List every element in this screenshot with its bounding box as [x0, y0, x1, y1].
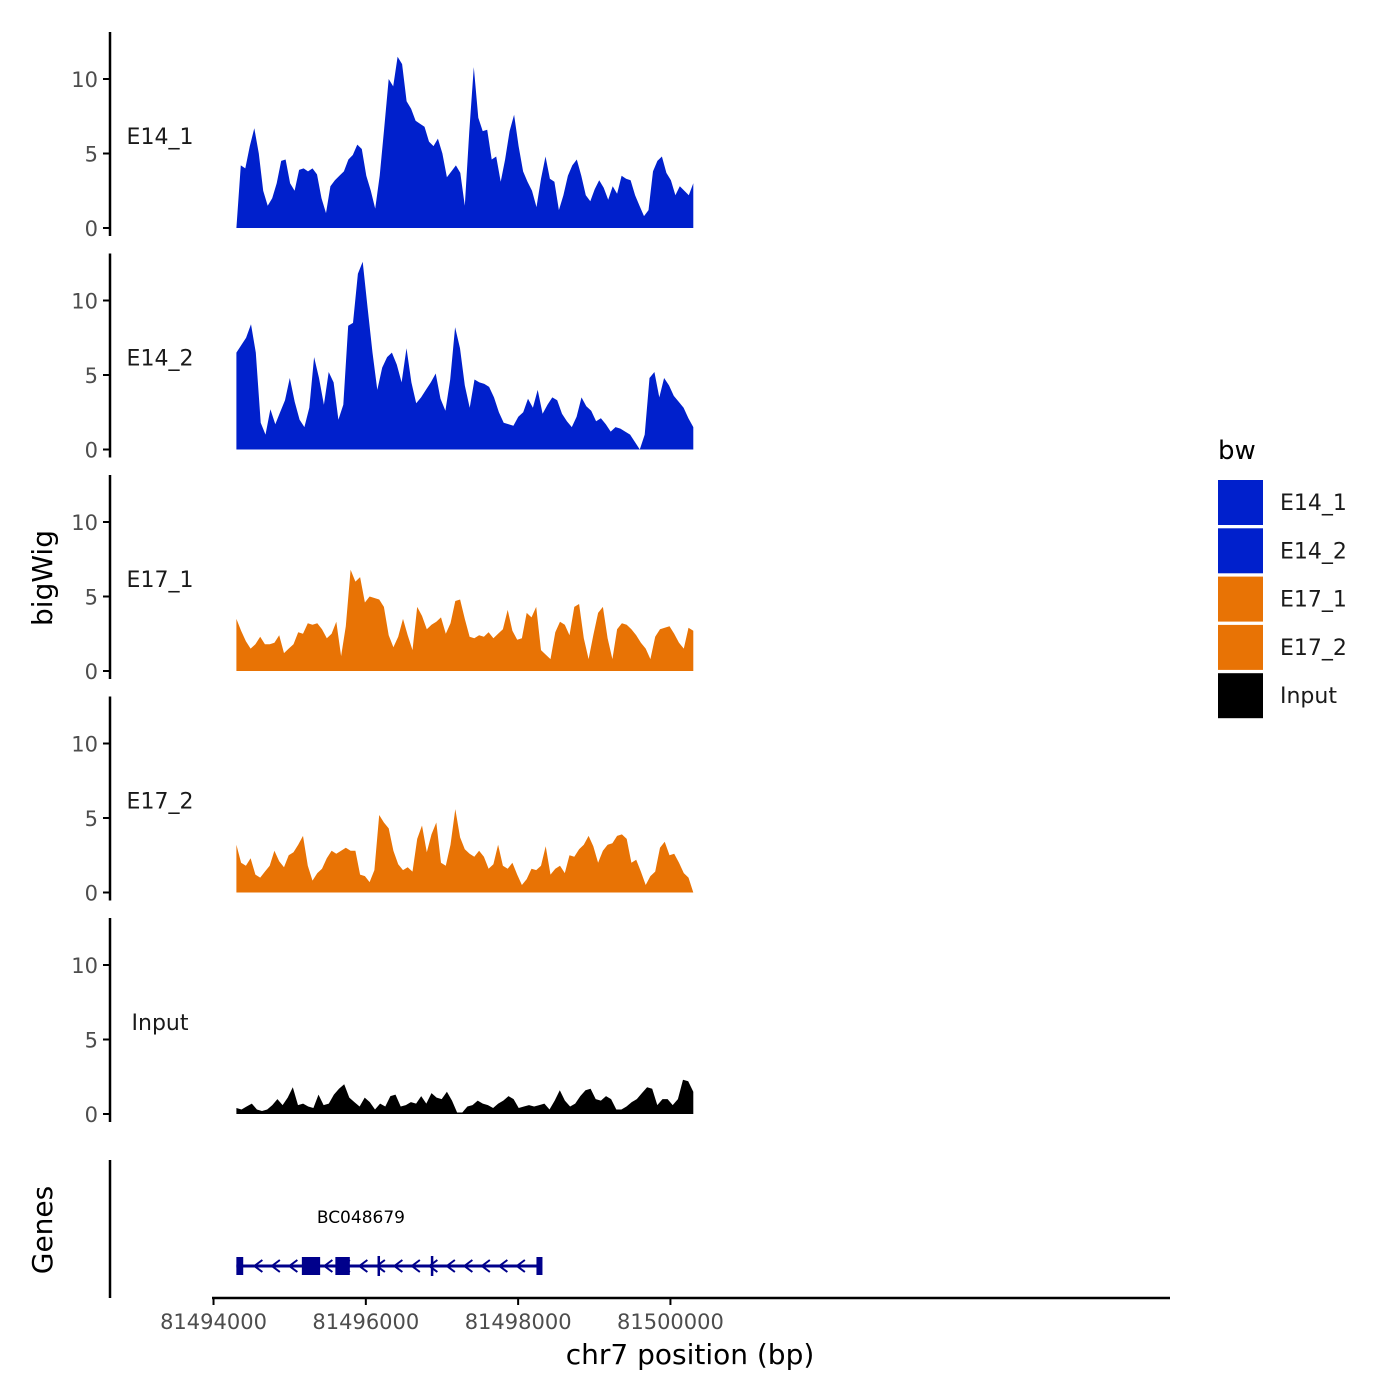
track-e17-2: 0 5 10 E17_2	[71, 696, 694, 906]
track-e14-1: 0 5 10 E14_1	[71, 32, 694, 241]
legend-swatch	[1218, 528, 1263, 574]
y-tick-label: 5	[85, 807, 98, 831]
strand-arrow	[287, 1259, 298, 1273]
exon	[301, 1257, 321, 1275]
legend-swatch	[1218, 624, 1263, 670]
legend-item: Input	[1218, 673, 1337, 719]
y-tick-label: 0	[85, 439, 98, 463]
x-axis: 81494000 81496000 81498000 81500000	[160, 1296, 1170, 1334]
strand-arrow	[515, 1259, 526, 1273]
legend-swatch	[1218, 576, 1263, 622]
y-tick-label: 0	[85, 660, 98, 684]
y-tick-label: 5	[85, 364, 98, 388]
exon	[335, 1257, 350, 1275]
legend: bw E14_1 E14_2 E17_1 E17_2 Input	[1218, 436, 1347, 719]
strand-arrow	[322, 1259, 333, 1273]
legend-label: Input	[1280, 684, 1337, 709]
strand-arrow	[392, 1259, 403, 1273]
legend-item: E14_1	[1218, 480, 1347, 525]
strand-arrow	[270, 1259, 281, 1273]
strand-arrow	[375, 1259, 386, 1273]
y-tick-label: 0	[85, 882, 98, 906]
legend-label: E14_2	[1280, 539, 1347, 564]
track-label: E17_1	[127, 568, 194, 593]
y-tick-label: 10	[71, 290, 98, 314]
track-label: E17_2	[127, 790, 194, 815]
y-tick-label: 10	[71, 954, 98, 978]
y-tick-label: 10	[71, 68, 98, 92]
track-e17-1: 0 5 10 E17_1	[71, 475, 694, 684]
coverage-area-e17-2	[236, 809, 694, 893]
legend-label: E17_2	[1280, 636, 1347, 661]
bigwig-tracks: 0 5 10 E14_1 0 5 10 E14_2 0 5 10 E17_1 0 5 10 E17_2 0 5 10…	[71, 32, 694, 1127]
gene: BC048679	[236, 1208, 543, 1276]
legend-item: E17_1	[1218, 576, 1347, 622]
strand-arrow	[252, 1259, 263, 1273]
strand-arrow	[480, 1259, 491, 1273]
track-input: 0 5 10 Input	[71, 918, 694, 1127]
track-label: Input	[132, 1011, 189, 1036]
genes-track: BC048679	[108, 1160, 543, 1298]
strand-arrow	[497, 1259, 508, 1273]
y-tick-label: 0	[85, 1103, 98, 1127]
x-tick-label: 81498000	[465, 1310, 572, 1334]
legend-label: E17_1	[1280, 588, 1347, 613]
x-tick-label: 81494000	[160, 1310, 267, 1334]
legend-item: E14_2	[1218, 528, 1347, 574]
coverage-area-e14-2	[236, 261, 694, 450]
gene-name-label: BC048679	[317, 1208, 405, 1228]
x-axis-title: chr7 position (bp)	[566, 1338, 815, 1371]
y-tick-label: 10	[71, 733, 98, 757]
legend-label: E14_1	[1280, 491, 1347, 516]
gene-end-mark	[536, 1257, 543, 1275]
strand-arrow	[445, 1259, 456, 1273]
strand-arrow	[462, 1259, 473, 1273]
track-e14-2: 0 5 10 E14_2	[71, 253, 694, 463]
y-tick-label: 10	[71, 511, 98, 535]
y-axis-title: bigWig	[26, 530, 59, 626]
legend-item: E17_2	[1218, 624, 1347, 670]
y-tick-label: 5	[85, 1029, 98, 1053]
legend-title: bw	[1218, 436, 1256, 466]
genes-track-title: Genes	[26, 1186, 59, 1274]
coverage-area-e14-1	[236, 56, 694, 229]
track-label: E14_1	[127, 125, 194, 150]
strand-arrow	[357, 1259, 368, 1273]
strand-arrow	[410, 1259, 421, 1273]
exon	[236, 1257, 244, 1275]
coverage-area-e17-1	[236, 569, 694, 671]
y-tick-label: 0	[85, 217, 98, 241]
y-tick-label: 5	[85, 143, 98, 167]
x-tick-label: 81500000	[617, 1310, 724, 1334]
legend-swatch	[1218, 673, 1263, 719]
coverage-area-input	[236, 1079, 694, 1114]
y-tick-label: 5	[85, 586, 98, 610]
track-label: E14_2	[127, 347, 194, 372]
strand-arrow	[427, 1259, 438, 1273]
x-tick-label: 81496000	[312, 1310, 419, 1334]
legend-swatch	[1218, 480, 1263, 525]
